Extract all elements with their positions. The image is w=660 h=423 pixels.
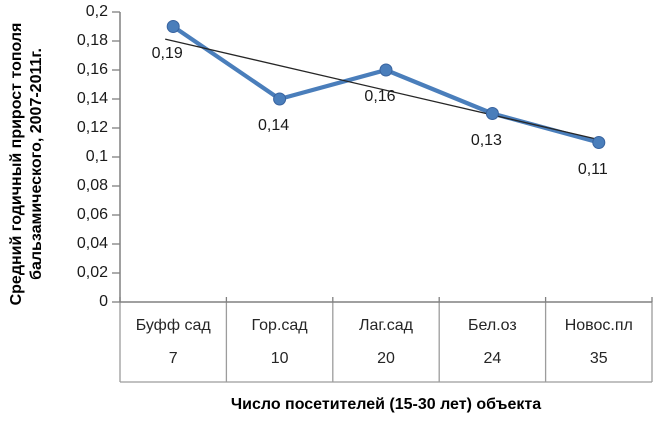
category-label: Гор.сад bbox=[251, 317, 308, 334]
data-point-marker bbox=[592, 136, 606, 149]
category-value-label: 35 bbox=[589, 350, 608, 367]
y-tick-label: 0,06 bbox=[76, 206, 108, 223]
y-tick-label: 0,02 bbox=[76, 264, 108, 281]
category-value-label: 24 bbox=[483, 350, 502, 367]
category-cell: Лаг.сад 20 bbox=[334, 302, 438, 382]
category-cell: Буфф сад 7 bbox=[121, 302, 225, 382]
category-cell: Новос.пл 35 bbox=[547, 302, 651, 382]
category-cell: Гор.сад 10 bbox=[227, 302, 331, 382]
x-axis-title: Число посетителей (15-30 лет) объекта bbox=[230, 396, 542, 413]
category-value-label: 7 bbox=[168, 350, 178, 367]
trendline bbox=[165, 38, 604, 142]
data-label: 0,13 bbox=[470, 131, 502, 149]
y-tick-label: 0,08 bbox=[76, 177, 108, 194]
data-label: 0,14 bbox=[258, 117, 290, 134]
data-label: 0,11 bbox=[577, 160, 608, 178]
data-label: 0,16 bbox=[364, 88, 396, 105]
category-label: Лаг.сад bbox=[359, 317, 413, 334]
category-cell: Бел.оз 24 bbox=[440, 302, 544, 382]
data-point-marker bbox=[166, 20, 180, 33]
category-label: Бел.оз bbox=[468, 317, 517, 334]
y-tick-label: 0,12 bbox=[76, 119, 108, 136]
y-tick-label: 0,04 bbox=[76, 235, 108, 252]
y-tick-label: 0,2 bbox=[85, 3, 108, 20]
data-point-marker bbox=[273, 92, 287, 106]
data-point-marker bbox=[379, 63, 393, 77]
category-value-label: 20 bbox=[377, 350, 395, 367]
data-label: 0,19 bbox=[151, 44, 183, 62]
data-point-marker bbox=[485, 107, 499, 120]
y-tick-label: 0,18 bbox=[76, 32, 108, 49]
y-tick-label: 0,16 bbox=[76, 61, 108, 78]
category-label: Новос.пл bbox=[564, 317, 633, 334]
y-tick-label: 0 bbox=[99, 293, 108, 310]
category-label: Буфф сад bbox=[135, 317, 211, 334]
y-tick-label: 0,14 bbox=[76, 90, 108, 107]
category-value-label: 10 bbox=[270, 350, 289, 367]
y-tick-label: 0,1 bbox=[85, 148, 108, 165]
